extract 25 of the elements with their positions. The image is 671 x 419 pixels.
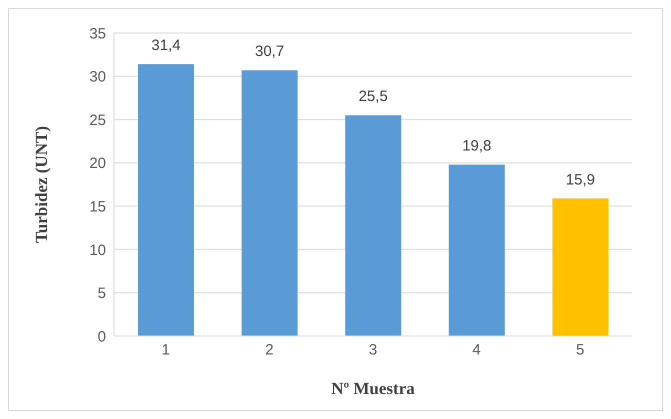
x-tick-label: 3	[368, 342, 378, 359]
data-label: 31,4	[151, 37, 181, 54]
bar	[552, 198, 608, 336]
y-tick-label: 10	[89, 242, 106, 259]
y-tick-label: 15	[89, 198, 106, 216]
data-label: 19,8	[462, 138, 492, 155]
y-tick-label: 30	[89, 68, 106, 86]
x-tick-label: 4	[472, 342, 481, 359]
y-tick-label: 0	[98, 328, 106, 346]
x-axis-title: Nº Muestra	[331, 379, 416, 398]
y-axis-title: Turbidez (UNT)	[32, 126, 52, 243]
bar	[242, 70, 298, 336]
bar	[345, 115, 402, 336]
y-tick-label: 25	[89, 112, 106, 129]
bar	[138, 64, 194, 336]
y-tick-label: 20	[89, 155, 106, 172]
x-tick-label: 5	[576, 342, 584, 359]
y-tick-label: 5	[98, 285, 106, 302]
data-label: 25,5	[358, 88, 388, 106]
x-tick-label: 2	[265, 342, 274, 359]
x-tick-label: 1	[162, 342, 170, 359]
bar	[448, 164, 505, 336]
data-label: 30,7	[255, 43, 284, 60]
y-tick-label: 35	[89, 25, 106, 42]
data-label: 15,9	[566, 171, 595, 188]
